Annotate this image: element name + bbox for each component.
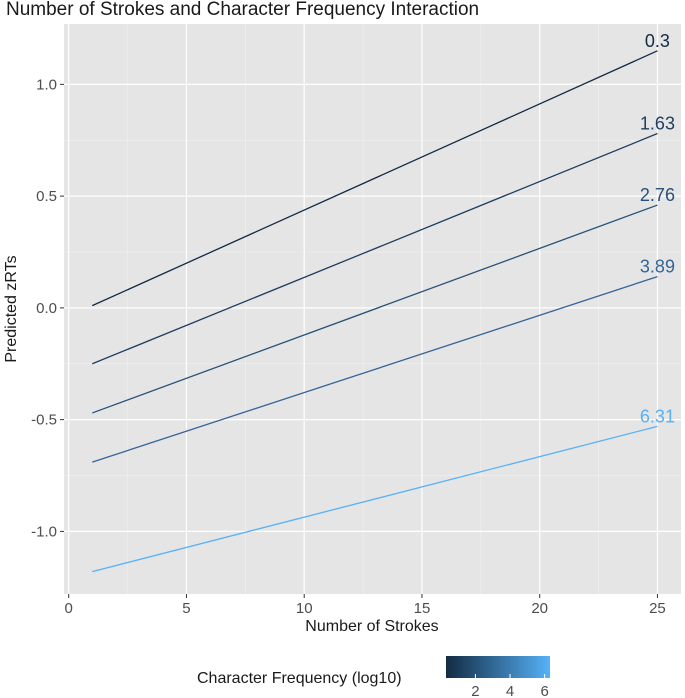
series-label: 3.89	[640, 257, 675, 277]
x-tick-label: 20	[531, 600, 548, 617]
legend-ticks: 2 4 6	[471, 674, 549, 698]
y-axis-ticks: 1.0 0.5 0.0 -0.5 -1.0	[31, 76, 64, 540]
x-tick-label: 0	[65, 600, 73, 617]
grid-major	[64, 24, 681, 594]
x-tick-label: 25	[649, 600, 666, 617]
series-line	[92, 275, 658, 463]
series-label: 6.31	[640, 406, 675, 426]
legend-tick-label: 6	[540, 683, 548, 698]
legend-title: Character Frequency (log10)	[197, 670, 402, 687]
series-lines	[91, 50, 658, 573]
grid-minor	[64, 24, 681, 594]
x-tick-label: 10	[296, 600, 313, 617]
x-tick-label: 5	[182, 600, 190, 617]
y-tick-label: 1.0	[36, 76, 57, 93]
series-label: 2.76	[640, 185, 675, 205]
x-axis-ticks: 0 5 10 15 20 25	[65, 594, 666, 617]
y-tick-label: 0.5	[36, 188, 57, 205]
series-line	[92, 204, 658, 414]
series-label: 0.3	[645, 31, 670, 51]
series-label: 1.63	[640, 114, 675, 134]
x-axis-title: Number of Strokes	[305, 618, 438, 635]
series-line	[91, 50, 658, 307]
y-tick-label: -1.0	[31, 523, 57, 540]
y-tick-label: -0.5	[31, 412, 57, 429]
series-line	[92, 425, 658, 573]
legend-colorbar	[446, 656, 550, 678]
y-axis-title: Predicted zRTs	[3, 255, 20, 362]
y-tick-label: 0.0	[36, 300, 57, 317]
legend-tick-label: 4	[506, 683, 514, 698]
series-line	[92, 132, 658, 365]
x-tick-label: 15	[414, 600, 431, 617]
series-labels: 0.3 1.63 2.76 3.89 6.31	[640, 31, 675, 427]
legend-tick-label: 2	[471, 683, 479, 698]
plot-panel	[64, 24, 681, 594]
chart-title: Number of Strokes and Character Frequenc…	[6, 0, 479, 20]
